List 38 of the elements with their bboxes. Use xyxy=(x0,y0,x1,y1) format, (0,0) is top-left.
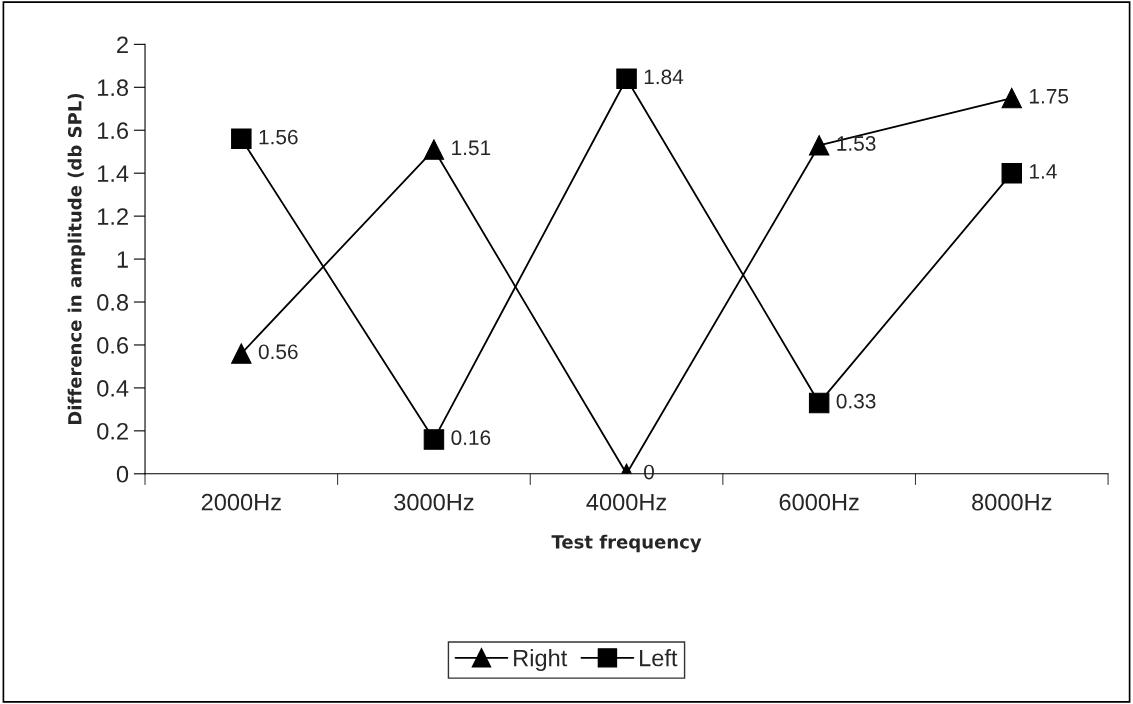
data-label: 1.84 xyxy=(644,69,684,85)
x-tick-label: 6000Hz xyxy=(779,493,859,511)
point xyxy=(423,139,445,160)
point xyxy=(423,429,445,450)
y-tick-label: 0.8 xyxy=(97,294,129,311)
data-label: 1.75 xyxy=(1030,89,1069,104)
data-label: 1.56 xyxy=(259,129,298,145)
x-tick-label: 2000Hz xyxy=(201,493,281,511)
x-tick-label: 8000Hz xyxy=(972,493,1052,511)
y-tick-label: 0.4 xyxy=(97,379,129,397)
data-label: 0.56 xyxy=(258,344,298,360)
point xyxy=(1001,162,1023,184)
y-tick-label: 0 xyxy=(116,465,129,483)
data-label: 1.4 xyxy=(1030,164,1057,179)
x-tick-label: 3000Hz xyxy=(394,493,474,511)
point xyxy=(231,343,252,364)
point xyxy=(231,128,252,150)
point xyxy=(808,135,830,156)
y-tick-label: 2 xyxy=(117,36,128,53)
point xyxy=(1001,87,1023,109)
y-tick-label: 1.6 xyxy=(98,122,129,140)
data-label: 1.53 xyxy=(837,136,876,151)
legend-label: Right xyxy=(514,649,568,672)
x-tick-label: 4000Hz xyxy=(586,493,667,511)
y-tick-label: 1.4 xyxy=(98,165,129,182)
x-axis-title: Test frequency xyxy=(551,534,702,553)
legend-label: Left xyxy=(640,649,678,667)
point xyxy=(808,392,830,414)
data-label: 0.33 xyxy=(836,393,876,409)
y-axis-title: Difference in amplitude (db SPL) xyxy=(67,93,86,425)
point xyxy=(616,68,637,89)
y-tick-label: 0.2 xyxy=(97,422,128,440)
y-tick-label: 1 xyxy=(117,251,128,268)
data-label: 0.16 xyxy=(451,430,491,446)
data-label: 1.51 xyxy=(452,140,491,156)
y-tick-label: 0.6 xyxy=(97,337,129,354)
y-tick-label: 1.8 xyxy=(98,79,129,97)
y-tick-label: 1.2 xyxy=(98,208,128,225)
